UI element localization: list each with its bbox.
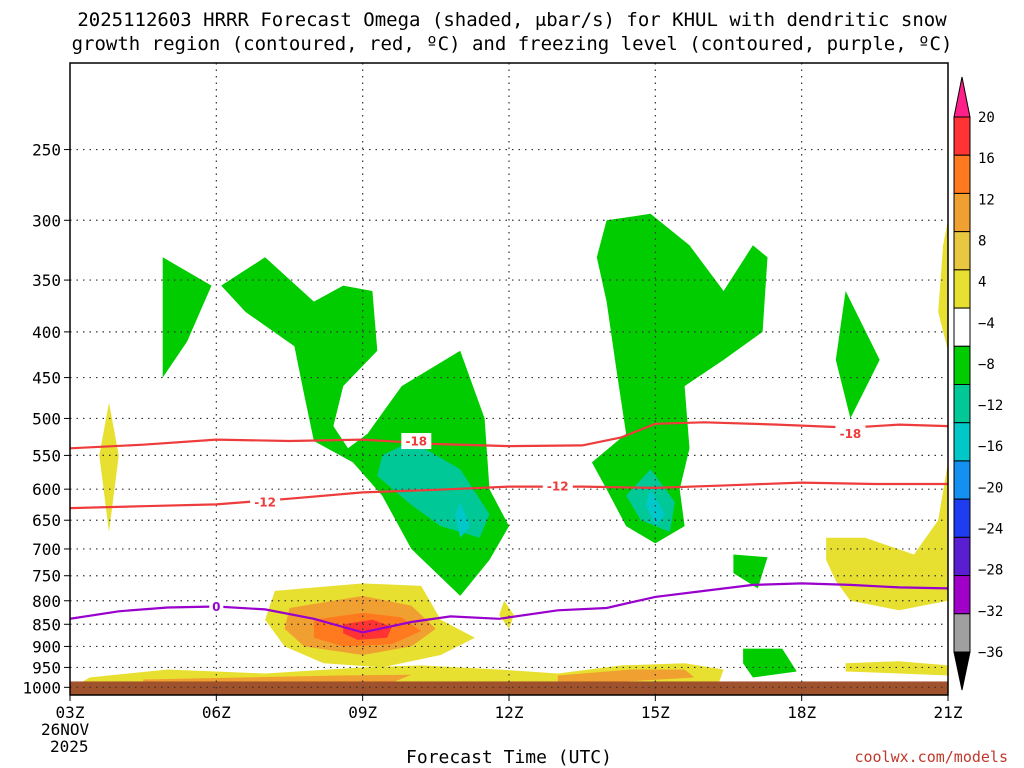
x-tick-label-18Z: 18Z <box>787 703 816 722</box>
y-tick-label-850: 850 <box>32 615 61 634</box>
colorbar-segment-8 <box>953 422 971 462</box>
colorbar-segment-1 <box>953 154 971 194</box>
x-tick-label-06Z: 06Z <box>202 703 231 722</box>
contour-label-1-0: -12 <box>254 495 276 509</box>
watermark: coolwx.com/models <box>854 748 1008 766</box>
omega-region-5 <box>743 648 797 678</box>
omega-region-13 <box>499 600 514 629</box>
colorbar-tick-label-3: 8 <box>978 233 986 249</box>
colorbar-bottom-arrow <box>953 651 971 691</box>
omega-region-0 <box>162 257 212 378</box>
x-axis-label: Forecast Time (UTC) <box>406 747 612 768</box>
y-tick-label-700: 700 <box>32 540 61 559</box>
colorbar-tick-label-11: −28 <box>978 563 1003 579</box>
contour-label-bg <box>401 433 432 450</box>
contour-label-1-1: -12 <box>547 479 569 493</box>
colorbar-segment-13 <box>953 613 971 653</box>
omega-region-10 <box>99 402 119 532</box>
x-axis-ticks: 03Z 06Z 09Z 12Z 15Z 18Z 21Z <box>56 695 963 722</box>
chart-title-line2: growth region (contoured, red, ºC) and f… <box>71 33 953 55</box>
colorbar-tick-label-9: −20 <box>978 480 1003 496</box>
colorbar-tick-label-8: −16 <box>978 439 1003 455</box>
colorbar-tick-label-10: −24 <box>978 522 1003 538</box>
contour-label-bg <box>542 477 573 494</box>
colorbar-tick-label-0: 20 <box>978 110 995 126</box>
omega-region-4 <box>733 554 768 589</box>
y-tick-label-750: 750 <box>32 567 61 586</box>
x-tick-label-21Z: 21Z <box>934 703 963 722</box>
colorbar-segment-4 <box>953 269 971 309</box>
colorbar-segment-2 <box>953 192 971 233</box>
x-tick-label-15Z: 15Z <box>641 703 670 722</box>
y-tick-label-350: 350 <box>32 271 61 290</box>
colorbar-segment-12 <box>953 575 971 615</box>
omega-region-15 <box>938 220 948 351</box>
y-tick-label-550: 550 <box>32 446 61 465</box>
y-tick-label-400: 400 <box>32 323 61 342</box>
colorbar-segment-6 <box>953 345 971 385</box>
omega-region-19 <box>557 669 695 682</box>
omega-region-3 <box>835 291 880 419</box>
colorbar-segment-3 <box>953 231 971 271</box>
plot-background <box>70 63 948 695</box>
omega-region-16 <box>845 661 948 676</box>
contour-label-0-1: -18 <box>840 427 862 441</box>
y-tick-label-450: 450 <box>32 369 61 388</box>
colorbar-segment-5 <box>953 307 971 347</box>
chart-title-line1: 2025112603 HRRR Forecast Omega (shaded, … <box>77 9 947 31</box>
y-tick-label-300: 300 <box>32 211 61 230</box>
x-date-line2: 2025 <box>50 737 89 756</box>
colorbar-tick-label-4: 4 <box>978 275 986 291</box>
colorbar-segment-7 <box>953 384 971 424</box>
contour-label-bg <box>209 598 224 615</box>
colorbar-tick-label-7: −12 <box>978 398 1003 414</box>
colorbar-segment-9 <box>953 460 971 500</box>
contour-label-bg <box>835 425 866 442</box>
y-tick-label-950: 950 <box>32 658 61 677</box>
y-axis-ticks: 250 300 350 400 450 500 550 600 650 700 750 800 850 9… <box>22 141 70 697</box>
x-tick-label-03Z: 03Z <box>56 703 85 722</box>
y-tick-label-500: 500 <box>32 409 61 428</box>
colorbar-tick-label-12: −32 <box>978 604 1003 620</box>
colorbar-tick-label-2: 12 <box>978 192 995 208</box>
omega-region-14 <box>826 462 948 611</box>
y-tick-label-600: 600 <box>32 480 61 499</box>
grid-lines <box>70 63 948 695</box>
contour-labels: -18 -18 -12 -12 0 <box>209 425 866 615</box>
contour-line-0 <box>70 421 948 450</box>
x-tick-label-09Z: 09Z <box>348 703 377 722</box>
contour-label-0-0: -18 <box>405 435 427 449</box>
colorbar-segment-11 <box>953 536 971 577</box>
colorbar: 20 16 12 8 4 −4 −8 −12 −16 −20 −24 −28 −32 −36 <box>953 76 1003 691</box>
colorbar-tick-label-5: −4 <box>978 316 995 332</box>
y-tick-label-800: 800 <box>32 592 61 611</box>
omega-region-21 <box>343 619 392 640</box>
contour-label-2-0: 0 <box>212 600 220 614</box>
colorbar-tick-label-1: 16 <box>978 151 995 167</box>
y-tick-label-650: 650 <box>32 511 61 530</box>
x-date-line1: 26NOV <box>41 720 90 739</box>
colorbar-tick-label-13: −36 <box>978 645 1003 661</box>
y-tick-label-900: 900 <box>32 637 61 656</box>
omega-region-18 <box>143 674 412 684</box>
contour-label-bg <box>250 493 281 510</box>
contour-line-1 <box>70 481 948 510</box>
y-tick-label-1000: 1000 <box>22 678 61 697</box>
omega-region-2 <box>591 213 768 544</box>
x-tick-label-12Z: 12Z <box>495 703 524 722</box>
colorbar-segment-0 <box>953 116 971 156</box>
y-tick-label-250: 250 <box>32 141 61 160</box>
colorbar-tick-label-6: −8 <box>978 357 995 373</box>
omega-region-9 <box>645 489 666 527</box>
omega-region-8 <box>455 501 470 538</box>
colorbar-segment-10 <box>953 498 971 538</box>
colorbar-top-arrow <box>953 76 971 118</box>
